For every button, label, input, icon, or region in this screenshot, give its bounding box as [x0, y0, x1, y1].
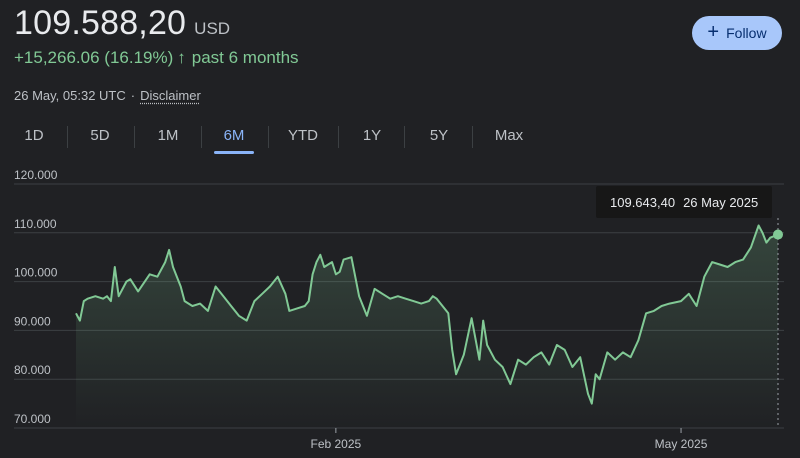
- up-arrow-icon: ↑: [177, 48, 186, 67]
- change-period: past 6 months: [191, 48, 299, 67]
- follow-label: Follow: [726, 25, 767, 41]
- tab-5y[interactable]: 5Y: [429, 126, 449, 144]
- series-line: [75, 224, 779, 405]
- chart-tooltip: 109.643,40 26 May 2025: [596, 186, 773, 218]
- price-change: +15,266.06 (16.19%): [14, 48, 174, 67]
- currency-label: USD: [194, 19, 231, 38]
- tab-ytd[interactable]: YTD: [288, 126, 318, 144]
- tab-1m[interactable]: 1M: [157, 126, 179, 144]
- tab-divider: [201, 126, 202, 148]
- y-tick-label: 80.000: [14, 363, 51, 377]
- separator-dot: ·: [130, 88, 136, 103]
- y-tick-label: 120.000: [14, 168, 58, 182]
- disclaimer-link[interactable]: Disclaimer: [140, 88, 201, 103]
- tab-5d[interactable]: 5D: [90, 126, 110, 144]
- hover-point: [773, 229, 783, 240]
- plus-icon: +: [707, 21, 720, 43]
- follow-button[interactable]: + Follow: [692, 16, 782, 50]
- y-tick-label: 110.000: [14, 217, 57, 231]
- tab-divider: [472, 126, 473, 148]
- tab-divider: [134, 126, 135, 148]
- y-tick-label: 70.000: [14, 412, 51, 426]
- series-area: [76, 225, 778, 428]
- tab-divider: [67, 126, 68, 148]
- tab-max[interactable]: Max: [494, 126, 524, 144]
- y-tick-label: 100.000: [14, 266, 58, 280]
- price-change-row: +15,266.06 (16.19%) ↑ past 6 months: [14, 48, 299, 68]
- tab-6m[interactable]: 6M: [214, 118, 254, 154]
- current-price: 109.588,20: [14, 4, 187, 42]
- tab-divider: [338, 126, 339, 148]
- y-tick-label: 90.000: [14, 314, 51, 328]
- tooltip-value: 109.643,40: [610, 194, 676, 210]
- time-range-tabs: 1D 5D 1M 6M YTD 1Y 5Y Max: [0, 118, 560, 154]
- tab-divider: [404, 126, 405, 148]
- timestamp: 26 May, 05:32 UTC: [14, 88, 126, 103]
- price-chart[interactable]: 120.000 110.000 100.000 90.000 80.000 70.000 F…: [0, 160, 800, 458]
- x-tick-label: May 2025: [655, 437, 708, 451]
- tab-1d[interactable]: 1D: [24, 126, 44, 144]
- tooltip-date: 26 May 2025: [683, 194, 759, 210]
- meta-row: 26 May, 05:32 UTC · Disclaimer: [14, 88, 201, 103]
- x-tick-label: Feb 2025: [310, 437, 361, 451]
- tab-1y[interactable]: 1Y: [362, 126, 382, 144]
- tab-divider: [268, 126, 269, 148]
- price-header: 109.588,20 USD: [14, 4, 230, 43]
